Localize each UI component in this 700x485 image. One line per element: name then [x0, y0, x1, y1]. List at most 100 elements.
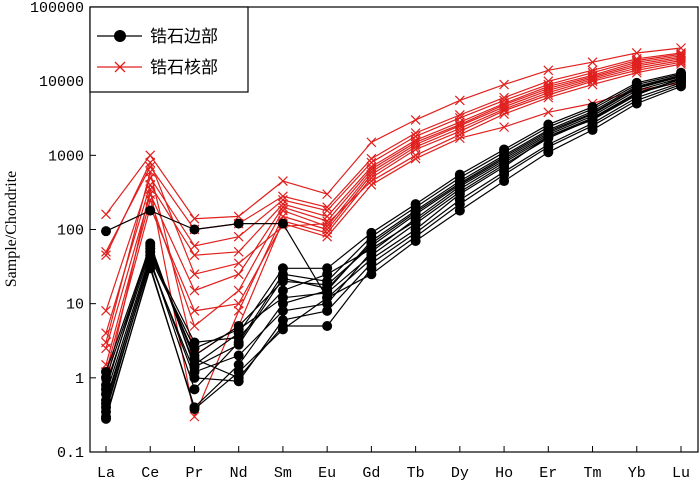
- data-point: [410, 153, 421, 164]
- x-axis-ticks: La Ce Pr Nd Sm Eu Gd Tb Dy Ho Er Tm Yb Lu: [97, 446, 690, 482]
- data-point: [233, 258, 244, 269]
- data-point: [410, 227, 421, 238]
- series-line: [105, 85, 682, 419]
- data-point: [543, 126, 554, 137]
- data-point: [233, 246, 244, 257]
- data-point: [676, 70, 686, 81]
- data-point: [499, 166, 510, 177]
- x-tick-label: Eu: [318, 465, 336, 482]
- data-point: [233, 350, 244, 361]
- data-point: [277, 315, 288, 326]
- data-point: [277, 273, 288, 284]
- data-point: [189, 250, 200, 261]
- legend-label-core: 锆石核部: [150, 58, 218, 78]
- data-point: [366, 238, 377, 249]
- data-point: [101, 209, 111, 220]
- data-point: [233, 339, 244, 350]
- data-point: [233, 376, 244, 387]
- data-point: [366, 250, 377, 261]
- data-point: [410, 141, 421, 152]
- data-point: [454, 110, 465, 120]
- data-point: [322, 292, 333, 303]
- data-point: [454, 95, 465, 106]
- series-line: [105, 72, 682, 373]
- series-line: [105, 56, 682, 349]
- data-point: [587, 124, 598, 135]
- x-tick-label: La: [97, 465, 115, 482]
- data-point: [277, 195, 288, 205]
- y-tick-label: 10: [66, 297, 84, 314]
- data-point: [233, 298, 244, 309]
- data-point: [189, 343, 200, 354]
- x-tick-label: Tm: [584, 465, 602, 482]
- data-point: [101, 398, 111, 409]
- x-tick-label: Ce: [141, 465, 159, 482]
- data-point: [676, 59, 686, 69]
- data-point: [410, 150, 421, 161]
- x-tick-label: Dy: [451, 465, 469, 482]
- data-point: [499, 151, 510, 162]
- x-tick-label: Pr: [185, 465, 203, 482]
- data-point: [587, 57, 598, 68]
- data-point: [233, 366, 244, 377]
- data-point: [101, 226, 111, 237]
- data-point: [101, 384, 111, 395]
- data-point: [499, 159, 510, 170]
- legend-box: [89, 6, 249, 93]
- data-point: [366, 179, 377, 190]
- data-point: [233, 359, 244, 370]
- data-point: [277, 305, 288, 316]
- data-point: [189, 213, 200, 224]
- x-tick-label: Gd: [362, 465, 380, 482]
- data-point: [543, 90, 554, 100]
- series-line: [105, 80, 682, 404]
- data-point: [145, 261, 156, 272]
- data-point: [101, 337, 111, 348]
- data-point: [366, 269, 377, 280]
- y-tick-label: 0.1: [57, 445, 84, 462]
- data-point: [410, 115, 421, 125]
- data-point: [366, 258, 377, 269]
- x-tick-label: Tb: [407, 465, 425, 482]
- data-point: [189, 403, 200, 414]
- data-point: [233, 231, 244, 242]
- data-point: [543, 107, 554, 118]
- x-tick-label: Er: [539, 465, 557, 482]
- data-point: [631, 82, 642, 93]
- data-point: [587, 79, 598, 90]
- data-point: [277, 292, 288, 303]
- data-point: [233, 285, 244, 296]
- data-point: [277, 285, 288, 296]
- data-point: [145, 238, 156, 249]
- data-point: [101, 413, 111, 424]
- legend-label-rim: 锆石边部: [150, 27, 218, 47]
- data-point: [454, 194, 465, 205]
- series-line: [105, 74, 682, 417]
- data-point: [322, 231, 333, 242]
- data-point: [322, 283, 333, 294]
- data-point: [277, 176, 288, 186]
- x-tick-label: Yb: [628, 465, 646, 482]
- data-point: [322, 189, 333, 200]
- data-point: [366, 172, 377, 183]
- series-line: [105, 58, 682, 365]
- data-point: [499, 79, 510, 90]
- series-line: [105, 76, 682, 386]
- data-point: [499, 109, 510, 119]
- data-point: [277, 191, 288, 202]
- data-point: [410, 207, 421, 218]
- data-point: [322, 269, 333, 280]
- series-group: [101, 43, 686, 424]
- data-point: [499, 105, 510, 116]
- data-point: [189, 285, 200, 296]
- data-point: [145, 157, 156, 168]
- y-tick-label: 100000: [30, 0, 84, 17]
- data-point: [366, 176, 377, 186]
- data-point: [587, 108, 598, 119]
- data-point: [499, 122, 510, 133]
- data-point: [189, 384, 200, 395]
- data-point: [189, 241, 200, 251]
- data-point: [277, 202, 288, 213]
- x-tick-label: Sm: [274, 465, 292, 482]
- data-point: [587, 71, 598, 82]
